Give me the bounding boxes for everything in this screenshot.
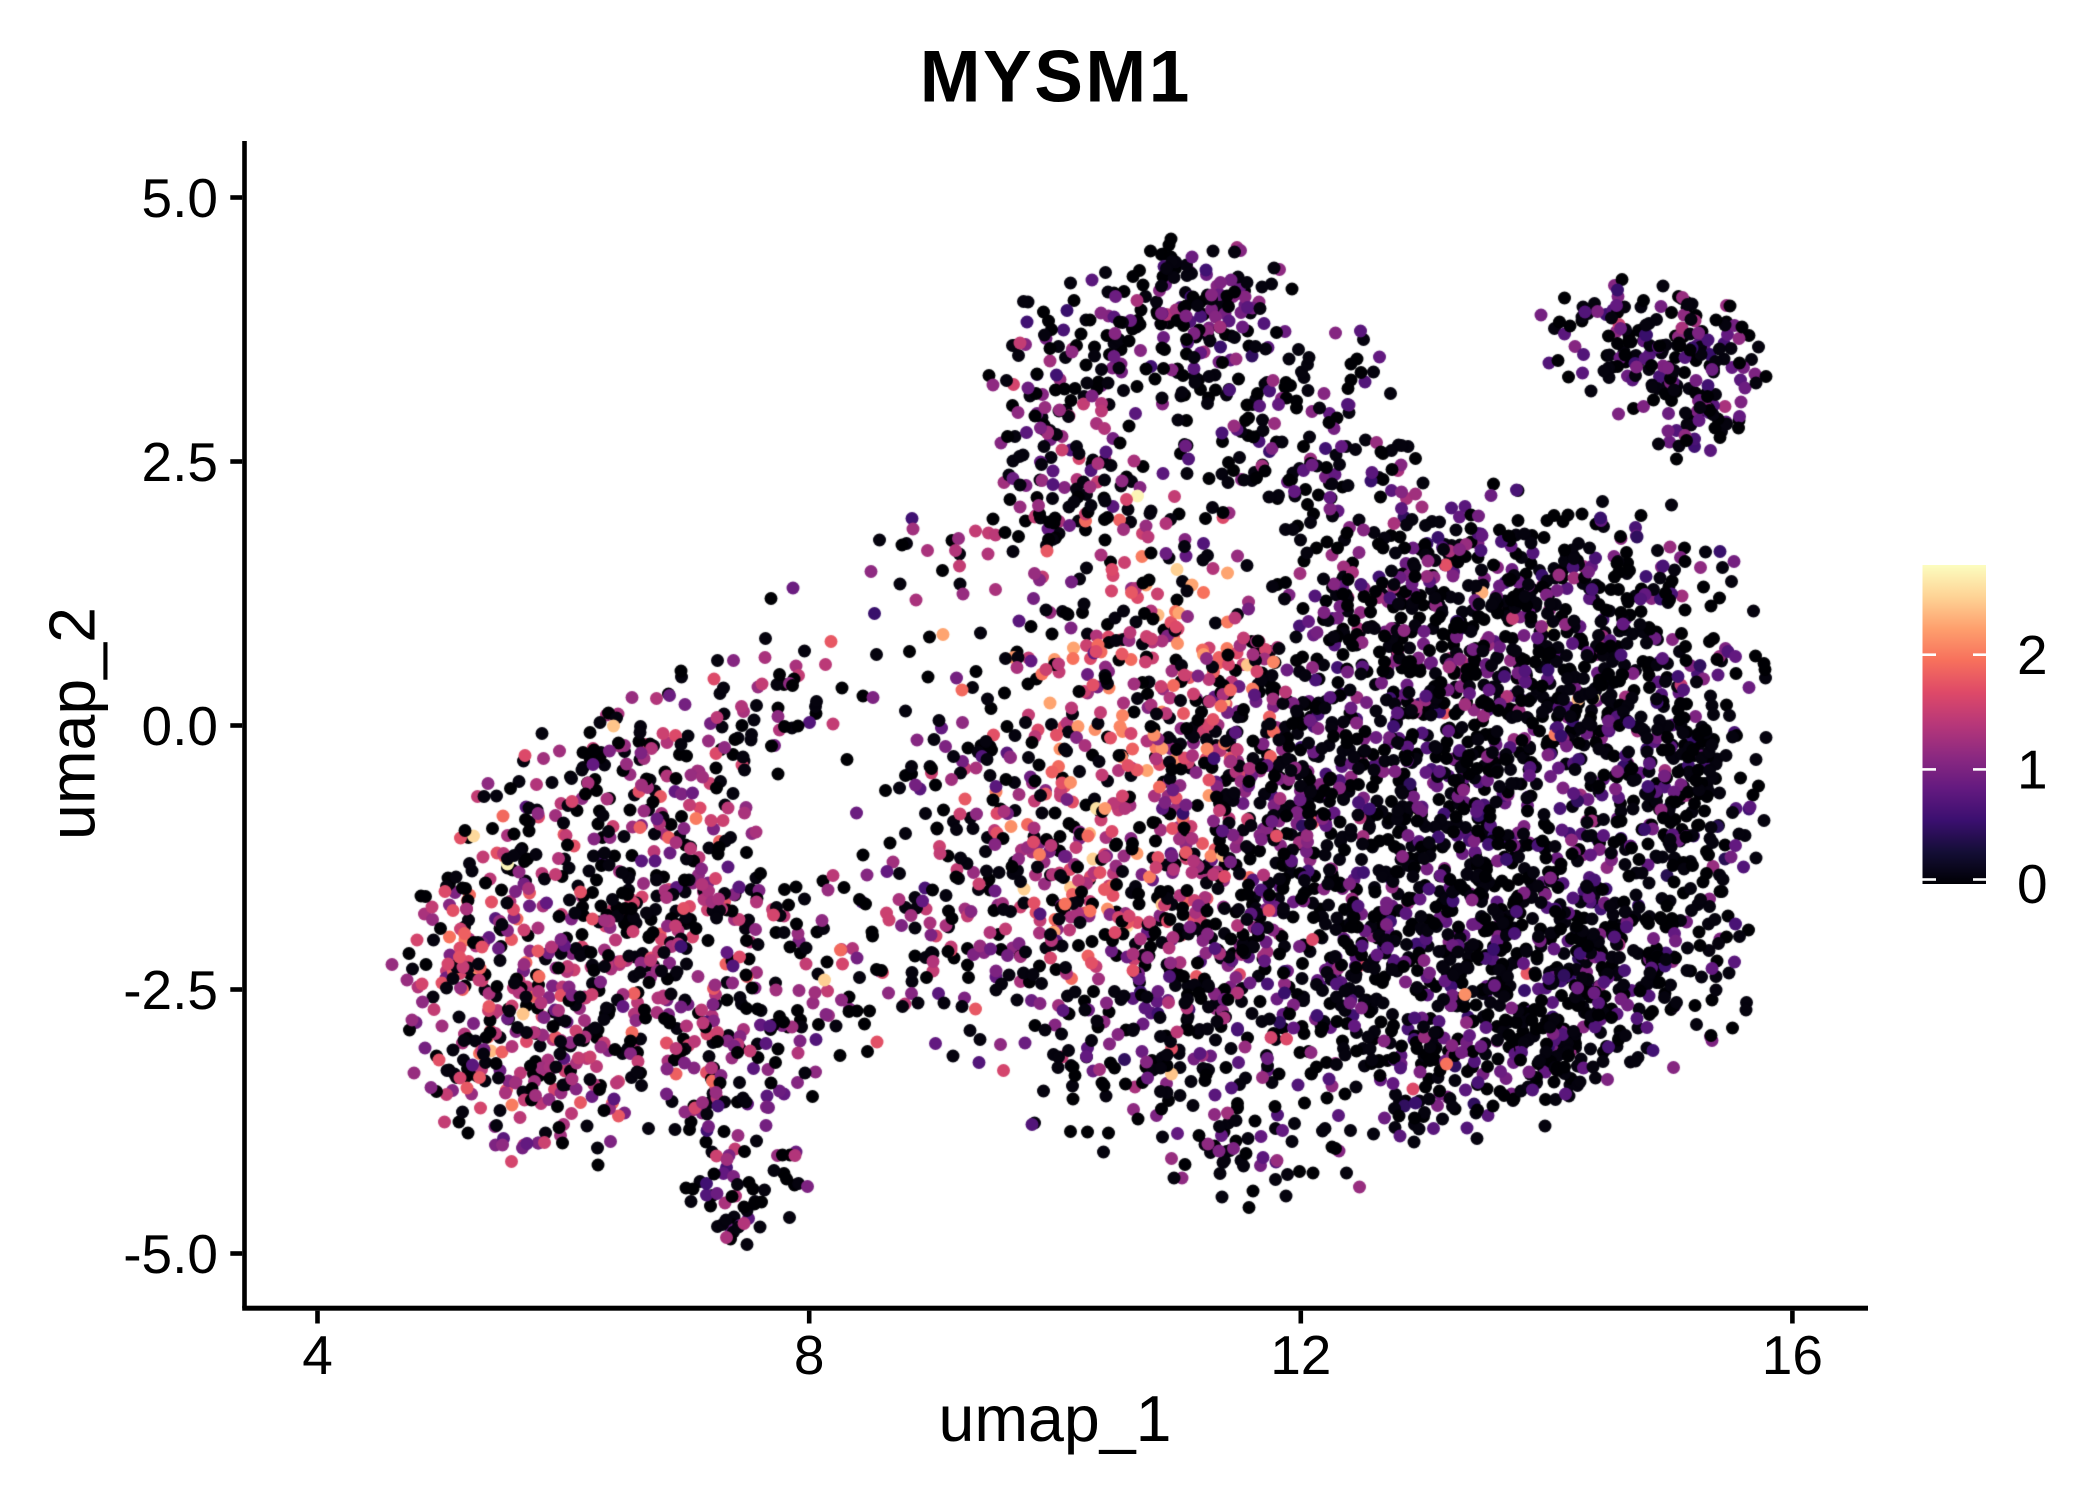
svg-text:1: 1 (2017, 739, 2048, 801)
svg-text:4: 4 (302, 1324, 333, 1386)
svg-text:2.5: 2.5 (142, 431, 218, 493)
svg-text:umap_1: umap_1 (938, 1383, 1171, 1455)
svg-text:-2.5: -2.5 (123, 959, 218, 1021)
svg-text:16: 16 (1762, 1324, 1823, 1386)
svg-text:5.0: 5.0 (142, 167, 218, 229)
svg-text:0.0: 0.0 (142, 695, 218, 757)
svg-text:8: 8 (794, 1324, 825, 1386)
svg-text:2: 2 (2017, 624, 2048, 686)
svg-text:0: 0 (2017, 853, 2048, 915)
svg-text:MYSM1: MYSM1 (920, 37, 1192, 118)
svg-text:12: 12 (1270, 1324, 1331, 1386)
svg-text:-5.0: -5.0 (123, 1223, 218, 1285)
svg-text:umap_2: umap_2 (37, 607, 109, 840)
